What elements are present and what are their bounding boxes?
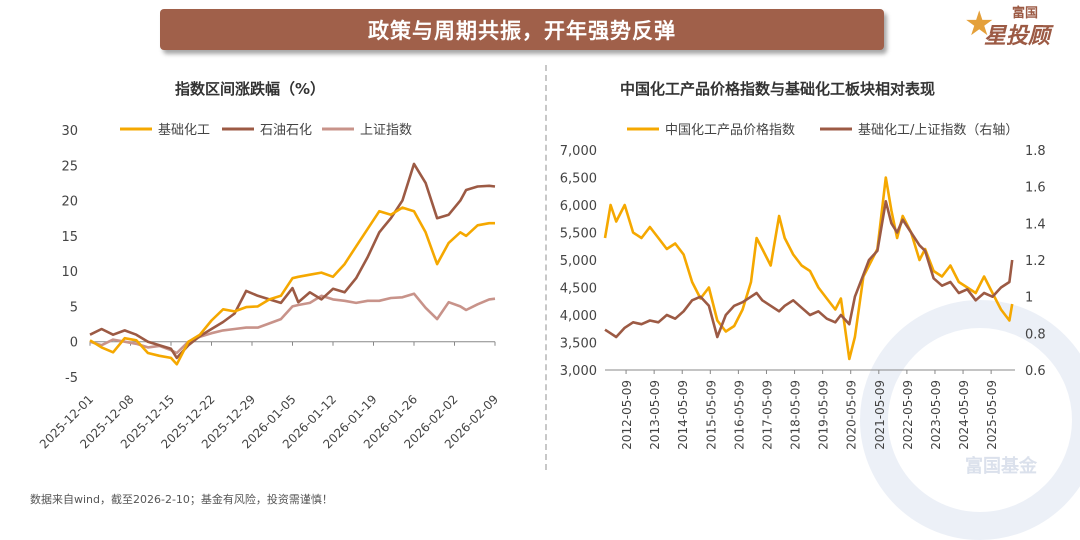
series-line-基础化工 <box>89 206 495 366</box>
y-tick-label: 5,500 <box>560 227 597 242</box>
left-chart-title: 指数区间涨跌幅（%） <box>175 80 326 98</box>
x-tick-label: 2017-05-09 <box>760 380 774 450</box>
y-tick-label: 5,000 <box>560 254 597 269</box>
x-tick-label: 2015-05-09 <box>704 380 718 450</box>
banner-title: 政策与周期共振，开年强势反弹 <box>368 18 676 43</box>
y-tick-label: 30 <box>61 124 78 139</box>
star-icon: ★ <box>964 4 995 44</box>
right-chart-title: 中国化工产品价格指数与基础化工板块相对表现 <box>620 80 936 98</box>
y-tick-label: 6,000 <box>560 199 597 214</box>
y-tick-label: 4,000 <box>560 309 597 324</box>
x-tick-label: 2021-05-09 <box>873 380 887 450</box>
y-tick-label: 6,500 <box>560 172 597 187</box>
y-tick-label: 20 <box>61 195 78 210</box>
x-tick-label: 2018-05-09 <box>789 380 803 450</box>
page-banner: 政策与周期共振，开年强势反弹 <box>160 9 884 50</box>
legend-label: 基础化工/上证指数（右轴） <box>858 123 1018 138</box>
x-tick-label: 2022-05-09 <box>901 380 915 450</box>
legend-label: 基础化工 <box>158 123 210 138</box>
logo-top-text: 富国 <box>1012 6 1039 21</box>
chart-divider <box>545 65 547 470</box>
y2-tick-label: 0.6 <box>1025 364 1046 379</box>
y-tick-label: 5 <box>70 300 78 315</box>
y-tick-label: 0 <box>70 336 78 351</box>
y-tick-label: 15 <box>61 230 78 245</box>
y2-tick-label: 1.8 <box>1025 144 1046 159</box>
x-tick-label: 2012-05-09 <box>620 380 634 450</box>
legend-label: 上证指数 <box>360 123 412 138</box>
y-tick-label: 7,000 <box>560 144 597 159</box>
y2-tick-label: 1.4 <box>1025 217 1046 232</box>
series-line-中国化工产品价格指数 <box>603 176 1014 361</box>
y2-tick-label: 1.2 <box>1025 254 1046 269</box>
legend-label: 石油石化 <box>260 123 312 138</box>
x-tick-label: 2019-05-09 <box>817 380 831 450</box>
left-chart: 302520151050-52025-12-012025-12-082025-1… <box>37 123 501 451</box>
y2-tick-label: 1 <box>1025 291 1033 306</box>
y2-tick-label: 1.6 <box>1025 181 1046 196</box>
y-tick-label: 10 <box>61 265 78 280</box>
x-tick-label: 2014-05-09 <box>676 380 690 450</box>
footnote: 数据来自wind，截至2026-2-10；基金有风险，投资需谨慎！ <box>30 493 333 506</box>
y-tick-label: 3,500 <box>560 337 597 352</box>
y2-tick-label: 0.8 <box>1025 327 1046 342</box>
brand-logo: ★ 富国 星投顾 <box>962 0 1077 52</box>
x-tick-label: 2025-05-09 <box>985 380 999 450</box>
x-tick-label: 2020-05-09 <box>845 380 859 450</box>
logo-main-text: 星投顾 <box>984 24 1051 49</box>
y-tick-label: 4,500 <box>560 282 597 297</box>
series-line-石油石化 <box>89 162 496 360</box>
y-tick-label: 25 <box>61 159 78 174</box>
legend-label: 中国化工产品价格指数 <box>665 122 795 138</box>
right-chart: 7,000 6,500 6,000 5,500 5,000 4,500 4,000 3,500… <box>560 122 1046 450</box>
y-tick-label: 3,000 <box>560 364 597 379</box>
x-tick-label: 2013-05-09 <box>648 380 662 450</box>
series-line-基础化工/上证指数（右轴） <box>604 200 1014 339</box>
y-tick-label: -5 <box>65 371 78 386</box>
x-tick-label: 2023-05-09 <box>929 380 943 450</box>
x-tick-label: 2016-05-09 <box>732 380 746 450</box>
watermark-text: 富国基金 <box>965 456 1037 477</box>
x-tick-label: 2024-05-09 <box>957 380 971 450</box>
